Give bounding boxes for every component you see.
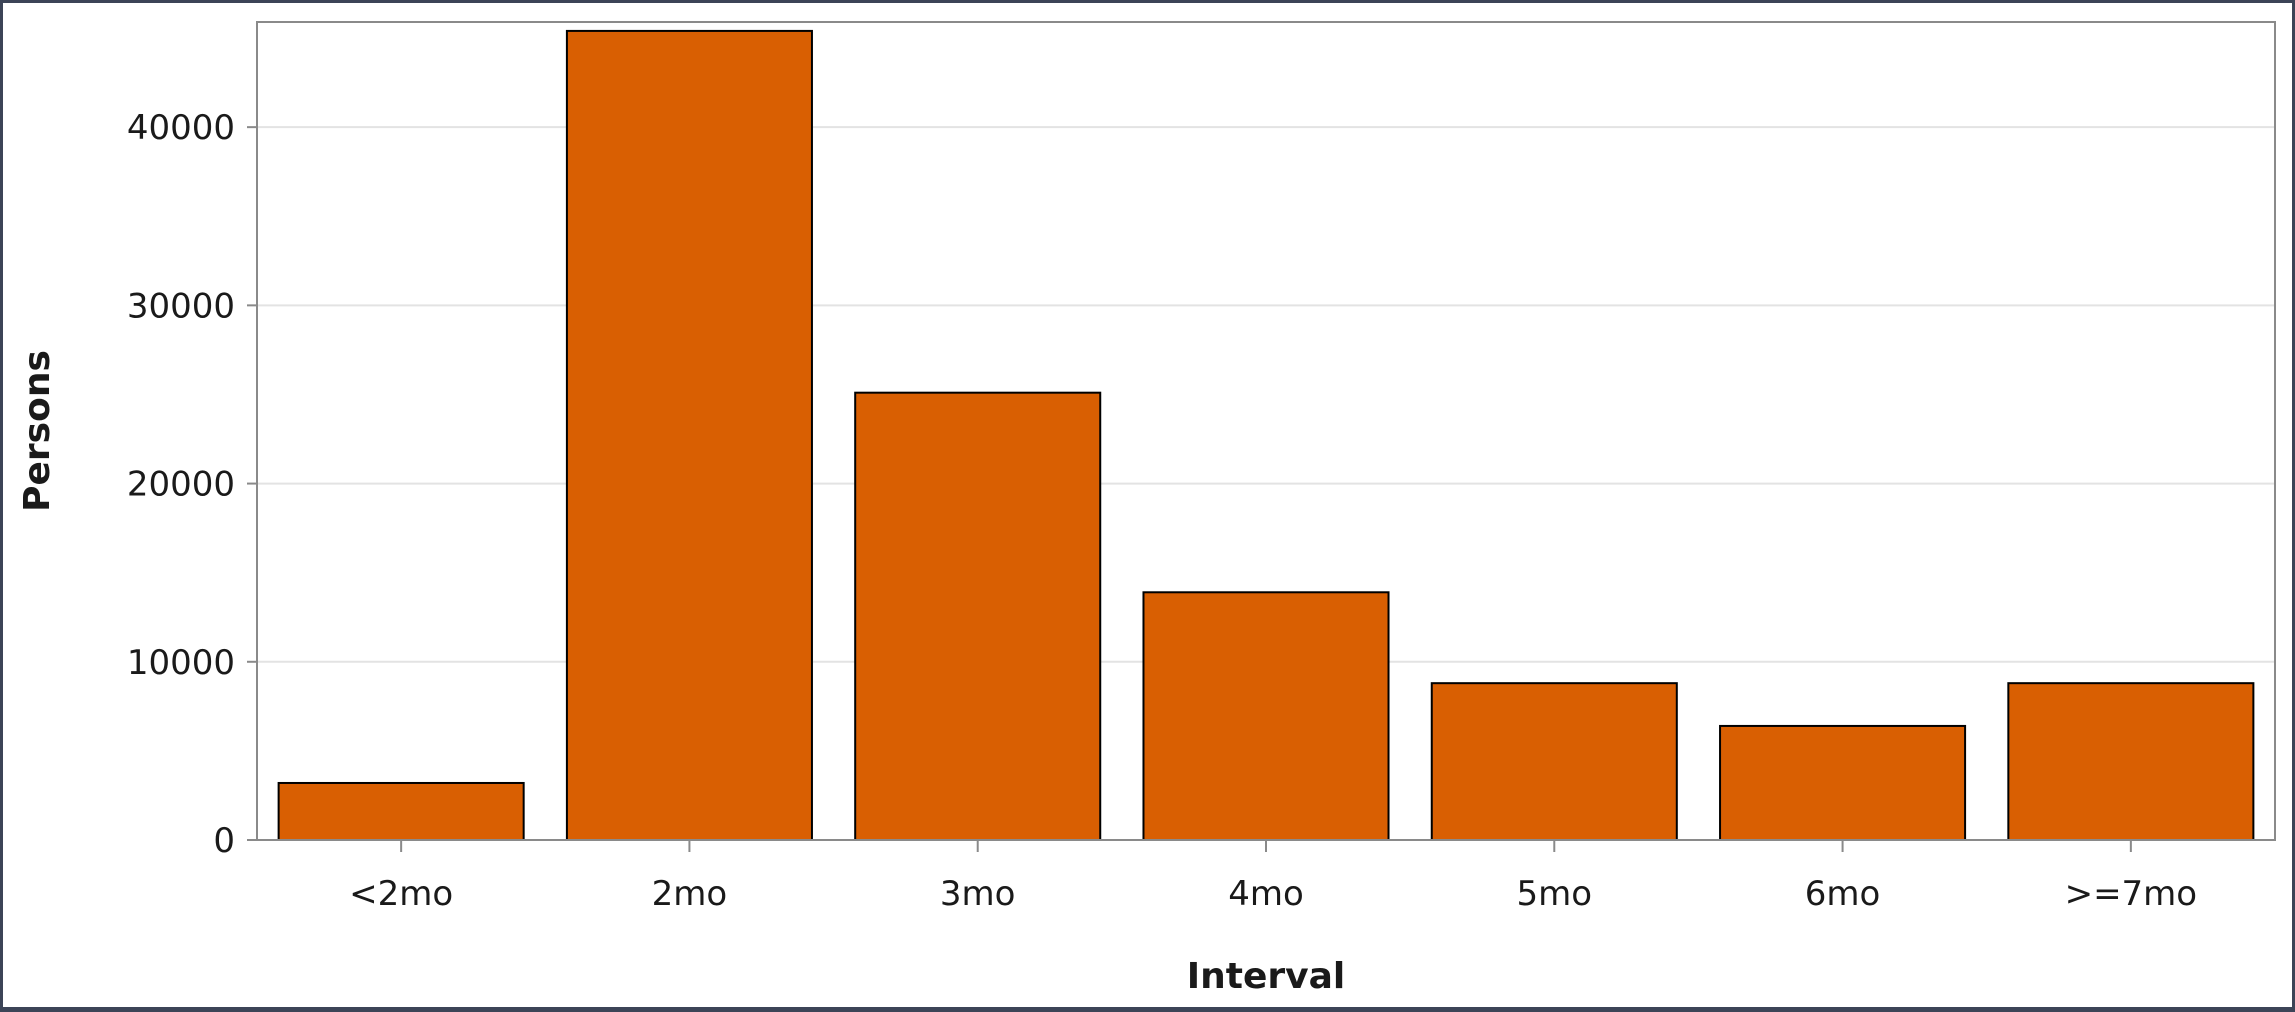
bar-3	[1142, 591, 1390, 841]
y-tick-label: 40000	[127, 108, 235, 148]
x-axis-title: Interval	[1187, 956, 1346, 997]
y-axis-title: Persons	[17, 350, 58, 512]
y-axis-ticks: 0 10000 20000 30000 40000	[127, 108, 257, 861]
y-tick-label: 10000	[127, 643, 235, 683]
y-tick-label: 30000	[127, 286, 235, 326]
bar-2	[854, 391, 1102, 841]
bar-6	[2007, 682, 2255, 841]
bar-5	[1719, 724, 1967, 842]
bar-0	[277, 781, 525, 842]
x-tick-label: >=7mo	[2065, 874, 2198, 914]
bars	[277, 29, 2255, 842]
bar-chart: 0 10000 20000 30000 40000 <2mo 2mo 3mo 4mo 5mo 6m…	[17, 21, 2276, 997]
y-tick-label: 0	[213, 821, 235, 861]
y-tick-label: 20000	[127, 465, 235, 505]
x-tick-label: 5mo	[1517, 874, 1593, 914]
bar-4	[1430, 682, 1678, 841]
x-axis-ticks: <2mo 2mo 3mo 4mo 5mo 6mo >=7mo	[349, 840, 2197, 914]
bar-1	[565, 29, 813, 841]
x-tick-label: <2mo	[349, 874, 453, 914]
gridlines	[257, 126, 2275, 663]
x-tick-label: 3mo	[940, 874, 1016, 914]
x-tick-label: 4mo	[1228, 874, 1304, 914]
x-tick-label: 2mo	[652, 874, 728, 914]
x-tick-label: 6mo	[1805, 874, 1881, 914]
